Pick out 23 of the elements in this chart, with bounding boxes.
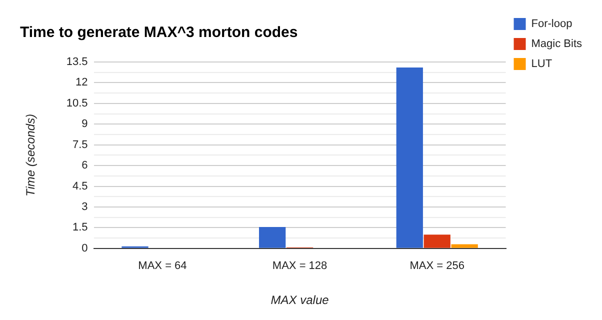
- y-tick-label: 9: [82, 118, 88, 130]
- y-axis-title: Time (seconds): [24, 114, 38, 196]
- y-tick-label: 10.5: [66, 97, 88, 110]
- y-tick-label: 12: [76, 76, 88, 89]
- y-tick-label: 4.5: [72, 180, 88, 192]
- bar: [396, 68, 423, 248]
- x-tick-label: MAX = 128: [272, 260, 328, 272]
- x-tick-label: MAX = 64: [138, 260, 187, 272]
- legend-label: For-loop: [531, 18, 572, 30]
- bar: [259, 227, 286, 248]
- y-tick-label: 6: [82, 160, 88, 172]
- y-tick-label: 7.5: [72, 138, 88, 151]
- x-tick-label: MAX = 256: [410, 260, 464, 272]
- x-axis-title: MAX value: [270, 293, 330, 308]
- bar: [451, 244, 478, 248]
- legend-label: LUT: [531, 58, 552, 70]
- y-tick-label: 13.5: [66, 56, 88, 68]
- bar: [424, 234, 450, 248]
- y-tick-label: 1.5: [72, 222, 88, 234]
- y-tick-label: 3: [82, 201, 88, 214]
- chart-title: Time to generate MAX^3 morton codes: [20, 24, 298, 42]
- y-tick-label: 0: [82, 242, 88, 254]
- legend-label: Magic Bits: [531, 38, 582, 50]
